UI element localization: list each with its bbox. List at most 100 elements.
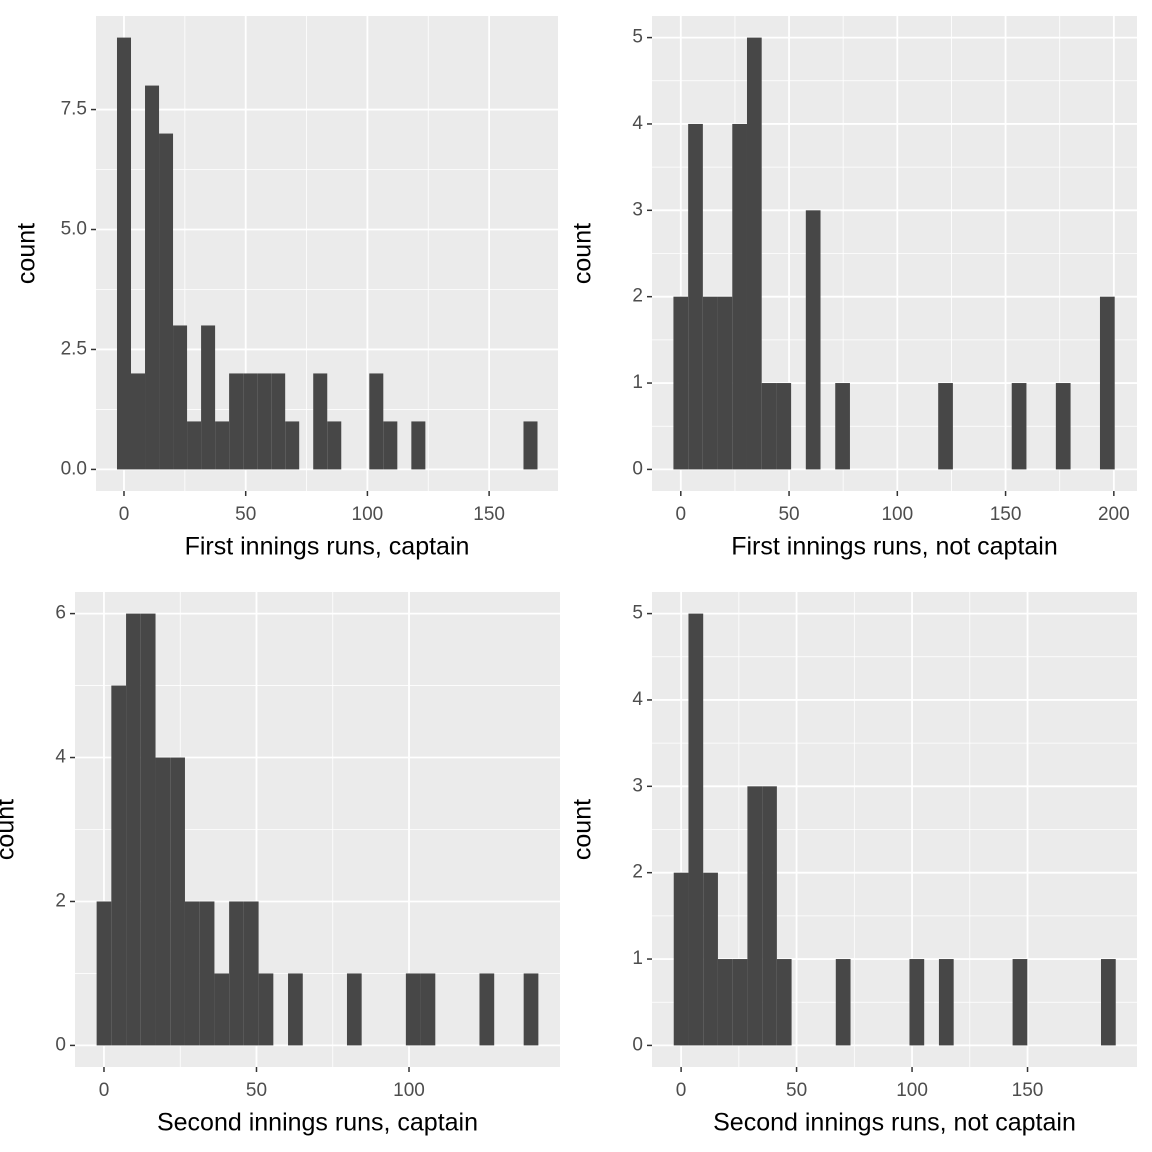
y-axis-title: count: [13, 223, 41, 284]
histogram-bar: [1099, 296, 1115, 470]
histogram-bar: [746, 37, 762, 470]
histogram-bar: [1055, 383, 1071, 470]
x-tick-label: 100: [881, 504, 913, 525]
y-tick-label: 2.5: [61, 338, 87, 359]
x-axis-title: First innings runs, captain: [185, 533, 470, 561]
x-tick-label: 150: [473, 504, 505, 525]
histogram-bar: [761, 383, 777, 470]
histogram-bar: [717, 296, 733, 470]
histogram-bar: [288, 973, 303, 1046]
x-tick-label: 0: [99, 1080, 110, 1101]
histogram-bar: [257, 373, 272, 470]
x-axis-title: Second innings runs, captain: [157, 1109, 478, 1137]
y-tick-label: 4: [632, 689, 643, 710]
y-tick-label: 5.0: [61, 219, 87, 240]
x-tick-label: 0: [119, 504, 130, 525]
x-tick-label: 100: [352, 504, 384, 525]
x-axis-title: Second innings runs, not captain: [713, 1109, 1076, 1137]
y-tick-label: 2: [632, 286, 643, 307]
histogram-bar: [835, 383, 850, 470]
histogram-bar: [184, 901, 200, 1046]
histogram-bar: [938, 383, 953, 470]
histogram-bar: [688, 123, 703, 470]
x-tick-label: 50: [778, 504, 799, 525]
histogram-bar: [243, 901, 259, 1046]
histogram-bar: [201, 325, 216, 470]
y-tick-label: 0: [55, 1034, 66, 1055]
y-tick-label: 2: [55, 890, 66, 911]
histogram-bar: [1100, 959, 1116, 1046]
x-tick-label: 0: [676, 1080, 687, 1101]
histogram-bar: [673, 296, 689, 470]
histogram-bar: [717, 959, 733, 1046]
y-tick-label: 0: [632, 458, 643, 479]
y-tick-label: 5: [632, 27, 643, 48]
histogram-bar: [732, 959, 748, 1046]
x-tick-label: 150: [990, 504, 1022, 525]
histogram-bar: [835, 959, 851, 1046]
histogram-bar: [383, 421, 398, 470]
histogram-bar: [523, 973, 539, 1046]
y-axis-title: count: [0, 799, 20, 860]
y-tick-label: 2: [632, 862, 643, 883]
histogram-bar: [243, 373, 258, 470]
x-tick-label: 100: [393, 1080, 425, 1101]
histogram-bar: [271, 373, 286, 470]
histogram-bar: [313, 373, 328, 470]
histogram-bar: [215, 421, 230, 470]
histogram-bar: [1011, 383, 1027, 470]
panel: 0 2 4 6 0 50 100 Second innings runs, captain co…: [0, 592, 560, 1137]
histogram-bar: [258, 973, 274, 1046]
histogram-bar: [411, 421, 426, 470]
x-tick-label: 50: [235, 504, 256, 525]
histogram-bar: [199, 901, 215, 1046]
histogram-bar: [369, 373, 384, 470]
histogram-bar: [116, 37, 132, 470]
y-tick-label: 3: [632, 775, 643, 796]
histogram-bar: [479, 973, 495, 1046]
histogram-bar: [702, 296, 718, 470]
histogram-bar: [140, 613, 156, 1046]
x-tick-label: 100: [896, 1080, 928, 1101]
histogram-bar: [776, 383, 792, 470]
histogram-bar: [214, 973, 230, 1046]
histogram-bar: [776, 959, 792, 1046]
x-tick-label: 0: [676, 504, 687, 525]
y-tick-label: 7.5: [61, 99, 87, 120]
histogram-bar: [405, 973, 421, 1046]
y-tick-label: 3: [632, 199, 643, 220]
y-tick-label: 1: [632, 372, 643, 393]
x-tick-label: 150: [1012, 1080, 1044, 1101]
histogram-bar: [747, 786, 763, 1046]
histogram-bar: [285, 421, 300, 470]
y-tick-label: 4: [632, 113, 643, 134]
y-axis-title: count: [569, 223, 597, 284]
histogram-bar: [131, 373, 146, 470]
histogram-bar: [155, 757, 171, 1046]
histogram-bar: [170, 757, 185, 1046]
histogram-bar: [420, 973, 436, 1046]
histogram-bar: [762, 786, 777, 1046]
y-tick-label: 0.0: [61, 458, 87, 479]
y-tick-label: 6: [55, 603, 66, 624]
y-tick-label: 0: [632, 1034, 643, 1055]
histogram-bar: [145, 85, 160, 470]
histogram-bar: [111, 685, 127, 1046]
histogram-bar: [732, 123, 747, 470]
histogram-bar: [673, 872, 689, 1046]
histogram-bar: [938, 959, 954, 1046]
histogram-bar: [96, 901, 112, 1046]
x-tick-label: 50: [246, 1080, 267, 1101]
histogram-bar: [1012, 959, 1028, 1046]
histogram-bar: [159, 133, 174, 470]
x-tick-label: 200: [1098, 504, 1130, 525]
histogram-bar: [173, 325, 188, 470]
histogram-bar: [805, 210, 821, 470]
x-tick-label: 50: [786, 1080, 807, 1101]
histogram-bar: [187, 421, 202, 470]
y-tick-label: 5: [632, 603, 643, 624]
histogram-bar: [229, 373, 244, 470]
